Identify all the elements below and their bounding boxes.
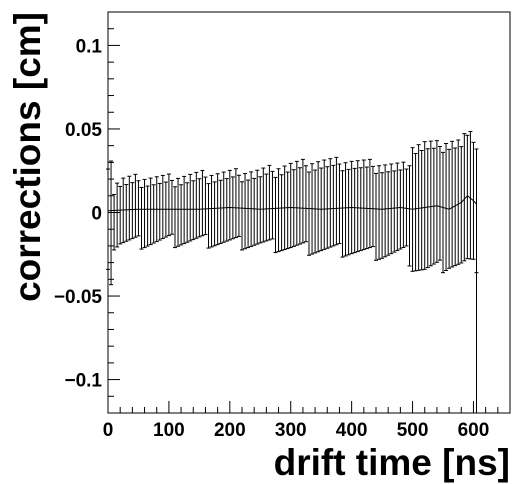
y-tick-label: −0.05 (54, 287, 103, 308)
profile-mean-line (107, 195, 477, 212)
error-bars (106, 130, 479, 286)
y-axis-title: corrections [cm] (7, 12, 48, 302)
x-tick-label: 600 (458, 420, 490, 441)
y-tick-label: −0.1 (64, 371, 102, 392)
y-axis-ticks: −0.1 −0.05 0 0.05 0.1 (54, 11, 120, 414)
x-tick-label: 500 (397, 420, 429, 441)
x-tick-label: 400 (336, 420, 368, 441)
x-tick-label: 100 (153, 420, 185, 441)
y-tick-label: 0.1 (76, 36, 103, 57)
x-axis-title: drift time [ns] (274, 442, 510, 483)
y-tick-label: 0 (91, 204, 102, 225)
x-tick-label: 0 (103, 420, 114, 441)
x-axis-ticks: 0 100 200 300 400 500 600 (103, 401, 499, 441)
x-tick-label: 200 (214, 420, 246, 441)
y-tick-label: 0.05 (65, 120, 102, 141)
x-tick-label: 300 (275, 420, 307, 441)
